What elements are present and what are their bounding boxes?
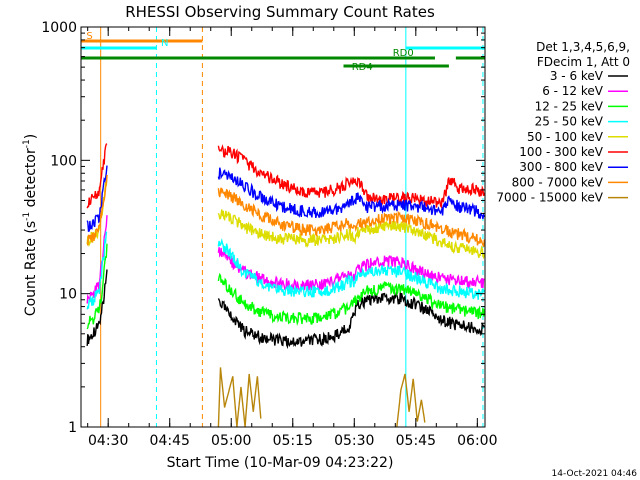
plot-area: S N RD0 RD4 [81,27,485,428]
y-axis: 1 10 100 1000 [41,20,485,436]
state-label-rd4-3: RD4 [352,62,373,73]
x-axis: 04:30 04:45 05:00 05:15 05:30 05:45 06:00 [87,27,498,449]
x-tick-label-05:45: 05:45 [396,433,436,449]
x-axis-label: Start Time (10-Mar-09 04:23:22) [167,455,394,471]
x-tick-label-04:45: 04:45 [150,433,190,449]
x-tick-label-05:00: 05:00 [211,433,251,449]
x-tick-label-06:00: 06:00 [457,433,497,449]
legend-label-100-300-kev: 100 - 300 keV [519,145,603,159]
legend: Det 1,3,4,5,6,9, FDecim 1, Att 0 3 - 6 k… [496,40,630,205]
legend-label-6-12-kev: 6 - 12 keV [542,84,604,98]
series-line-300-800-kev [86,165,485,233]
series-line-25-50-kev [86,231,485,310]
series-line-7000-15000-kev [217,367,426,428]
y-tick-label-1: 1 [68,420,77,436]
series-line-3-6-kev [86,269,485,350]
legend-label-3-6-kev: 3 - 6 keV [550,69,604,83]
series-line-12-25-kev [86,243,485,330]
state-label-rd0-2: RD0 [393,48,414,59]
y-axis-label: Count Rate (s-1 detector-1) [22,134,39,316]
chart-title: RHESSI Observing Summary Count Rates [125,3,435,21]
state-label-n-1: N [161,38,168,49]
legend-label-300-800-kev: 300 - 800 keV [519,160,603,174]
legend-header-2: FDecim 1, Att 0 [537,55,630,69]
plot-frame [80,26,486,428]
legend-label-25-50-kev: 25 - 50 keV [535,115,604,129]
legend-label-12-25-kev: 12 - 25 keV [535,99,604,113]
series-line-50-100-kev [86,174,485,260]
x-tick-label-04:30: 04:30 [88,433,128,449]
state-label-s-0: S [86,31,92,42]
legend-header-1: Det 1,3,4,5,6,9, [536,40,630,54]
y-tick-label-10: 10 [59,287,77,303]
y-tick-label-100: 100 [50,153,77,169]
legend-label-800-7000-kev: 800 - 7000 keV [512,175,604,189]
legend-label-50-100-kev: 50 - 100 keV [527,130,604,144]
series-line-100-300-kev [86,143,485,209]
legend-label-7000-15000-kev: 7000 - 15000 keV [496,191,603,205]
x-tick-label-05:30: 05:30 [334,433,374,449]
y-tick-label-1000: 1000 [41,20,77,36]
x-tick-label-05:15: 05:15 [273,433,313,449]
series-line-800-7000-kev [86,174,485,248]
footer-date: 14-Oct-2021 04:46 [552,469,638,479]
